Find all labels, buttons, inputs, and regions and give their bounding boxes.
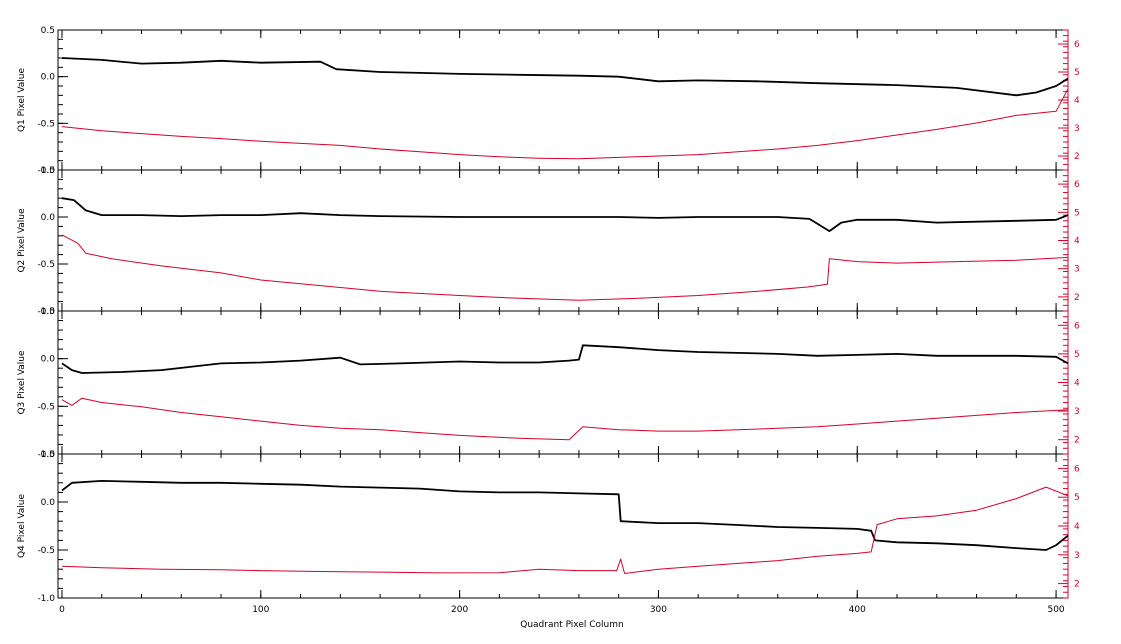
left-tick-label: -1.0 — [37, 307, 55, 317]
black-series-line — [61, 57, 1069, 97]
left-tick-label: -1.0 — [37, 166, 55, 176]
right-tick-label: 5 — [1074, 493, 1080, 503]
red-series-line — [61, 486, 1069, 574]
red-series-line — [61, 397, 1069, 441]
x-tick-label: 300 — [650, 605, 667, 615]
left-tick-label: 0.5 — [41, 450, 55, 460]
right-tick-label: 6 — [1074, 180, 1080, 190]
left-tick-label: -1.0 — [37, 594, 55, 604]
panel-frame — [57, 29, 1069, 171]
right-tick-label: 2 — [1074, 436, 1080, 446]
right-tick-label: 2 — [1074, 152, 1080, 162]
left-tick-label: -1.0 — [37, 450, 55, 460]
y-axis-label: Q4 Pixel Value — [17, 494, 27, 559]
right-tick-label: 4 — [1074, 96, 1080, 106]
right-tick-label: 4 — [1074, 522, 1080, 532]
x-tick-label: 400 — [849, 605, 866, 615]
right-tick-label: 4 — [1074, 379, 1080, 389]
red-series-line — [61, 234, 1069, 301]
left-tick-label: 0.0 — [41, 498, 56, 508]
left-tick-label: 0.5 — [41, 26, 55, 36]
y-axis-label: Q3 Pixel Value — [17, 350, 27, 415]
right-tick-label: 5 — [1074, 208, 1080, 218]
black-series-line — [61, 197, 1069, 232]
right-tick-label: 3 — [1074, 265, 1080, 275]
black-series-line — [61, 480, 1069, 551]
panel-frame — [57, 310, 1069, 455]
right-tick-label: 4 — [1074, 237, 1080, 247]
left-tick-label: 0.5 — [41, 166, 55, 176]
right-tick-label: 6 — [1074, 464, 1080, 474]
x-tick-label: 500 — [1047, 605, 1064, 615]
left-tick-label: 0.0 — [41, 355, 56, 365]
left-tick-label: -0.5 — [37, 119, 55, 129]
panel-frame — [57, 169, 1069, 312]
right-tick-label: 5 — [1074, 350, 1080, 360]
left-tick-label: 0.0 — [41, 213, 56, 223]
black-series-line — [61, 344, 1069, 374]
x-axis-label: Quadrant Pixel Column — [520, 620, 623, 630]
x-tick-label: 200 — [451, 605, 468, 615]
right-tick-label: 2 — [1074, 580, 1080, 590]
x-tick-label: 0 — [59, 605, 65, 615]
panel-frame — [57, 453, 1069, 599]
left-tick-label: -0.5 — [37, 546, 55, 556]
y-axis-label: Q1 Pixel Value — [17, 68, 27, 133]
left-tick-label: -0.5 — [37, 402, 55, 412]
right-tick-label: 6 — [1074, 321, 1080, 331]
right-tick-label: 5 — [1074, 68, 1080, 78]
left-tick-label: -0.5 — [37, 260, 55, 270]
y-axis-label: Q2 Pixel Value — [17, 208, 27, 273]
right-tick-label: 3 — [1074, 551, 1080, 561]
left-tick-label: 0.5 — [41, 307, 55, 317]
left-tick-label: 0.0 — [41, 73, 56, 83]
right-tick-label: 6 — [1074, 40, 1080, 50]
red-series-line — [61, 88, 1069, 160]
right-tick-label: 2 — [1074, 293, 1080, 303]
x-tick-label: 100 — [252, 605, 269, 615]
right-tick-label: 3 — [1074, 124, 1080, 134]
right-tick-label: 3 — [1074, 407, 1080, 417]
